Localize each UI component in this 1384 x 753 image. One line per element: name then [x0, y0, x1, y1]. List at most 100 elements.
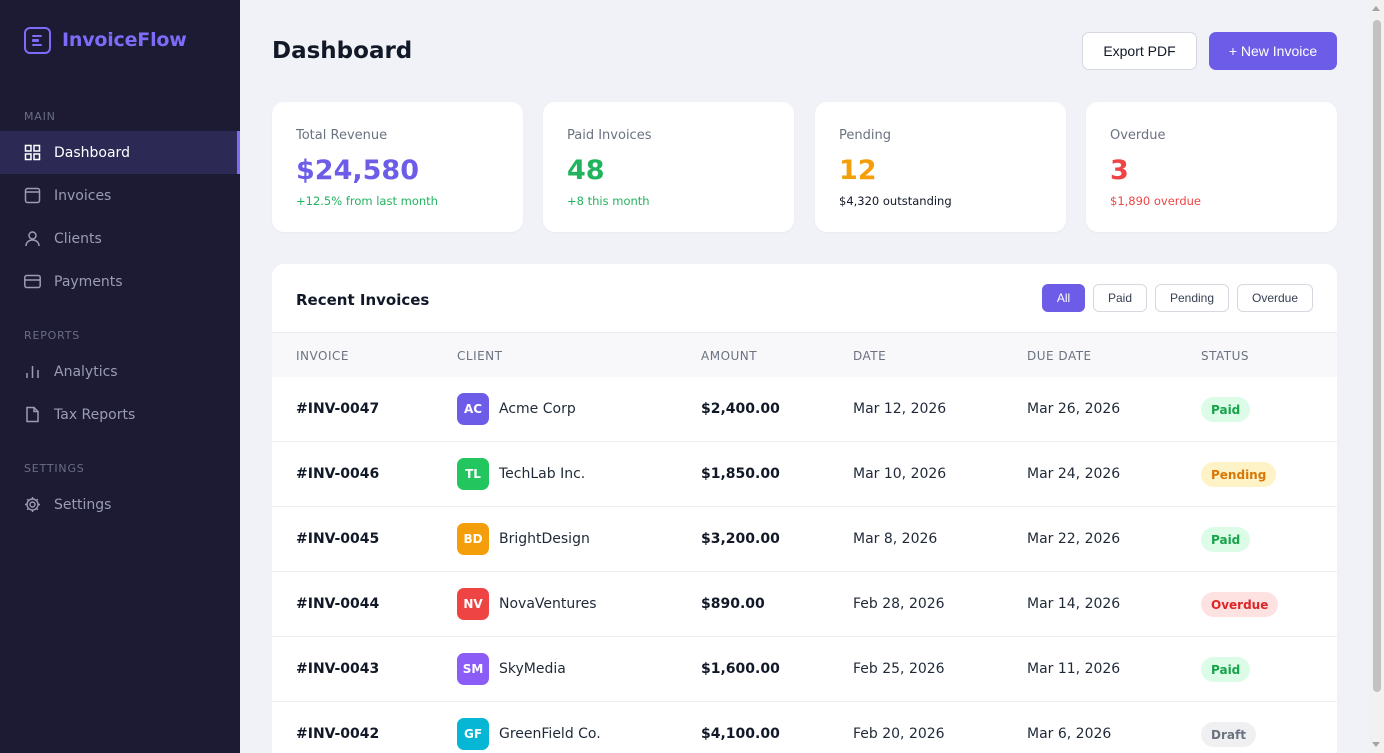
- sidebar-item-analytics[interactable]: Analytics: [0, 350, 240, 393]
- sidebar-item-label: Analytics: [54, 363, 118, 380]
- client-name: SkyMedia: [499, 661, 566, 677]
- client-avatar: GF: [457, 718, 489, 750]
- table-header: INVOICE CLIENT AMOUNT DATE DUE DATE STAT…: [272, 332, 1337, 377]
- table-row[interactable]: #INV-0043 SM SkyMedia $1,600.00 Feb 25, …: [272, 637, 1337, 702]
- invoice-date: Feb 25, 2026: [853, 661, 945, 677]
- filter-pending-button[interactable]: Pending: [1155, 284, 1229, 312]
- stat-subtext: $1,890 overdue: [1110, 194, 1202, 208]
- invoice-date: Mar 8, 2026: [853, 531, 938, 547]
- nav-section-settings: SETTINGS: [24, 462, 85, 475]
- invoice-date: Feb 28, 2026: [853, 596, 945, 612]
- sidebar-item-label: Settings: [54, 496, 112, 513]
- new-invoice-button[interactable]: + New Invoice: [1209, 32, 1337, 70]
- table-row[interactable]: #INV-0046 TL TechLab Inc. $1,850.00 Mar …: [272, 442, 1337, 507]
- stat-value: 3: [1110, 155, 1129, 186]
- sidebar-item-dashboard[interactable]: Dashboard: [0, 131, 240, 174]
- invoice-date: Mar 10, 2026: [853, 466, 947, 482]
- sidebar-item-payments[interactable]: Payments: [0, 260, 240, 303]
- stat-card-overdue: Overdue 3 $1,890 overdue: [1086, 102, 1337, 232]
- export-pdf-button[interactable]: Export PDF: [1082, 32, 1197, 70]
- status-badge: Draft: [1201, 722, 1256, 747]
- table-row[interactable]: #INV-0042 GF GreenField Co. $4,100.00 Fe…: [272, 702, 1337, 753]
- invoice-id[interactable]: #INV-0047: [296, 401, 380, 417]
- status-badge: Paid: [1201, 527, 1251, 552]
- table-row[interactable]: #INV-0047 AC Acme Corp $2,400.00 Mar 12,…: [272, 377, 1337, 442]
- column-header-status[interactable]: STATUS: [1201, 349, 1250, 363]
- invoice-id[interactable]: #INV-0042: [296, 726, 380, 742]
- filter-overdue-button[interactable]: Overdue: [1237, 284, 1313, 312]
- sidebar-item-settings[interactable]: Settings: [0, 483, 240, 526]
- gear-icon: [24, 496, 41, 513]
- client-name: GreenField Co.: [499, 726, 601, 742]
- invoice-id[interactable]: #INV-0043: [296, 661, 380, 677]
- stat-subtext: $4,320 outstanding: [839, 194, 952, 208]
- client-name: NovaVentures: [499, 596, 597, 612]
- stat-card-paid-invoices: Paid Invoices 48 +8 this month: [543, 102, 794, 232]
- column-header-client[interactable]: CLIENT: [457, 349, 503, 363]
- invoice-id[interactable]: #INV-0045: [296, 531, 380, 547]
- table-row[interactable]: #INV-0045 BD BrightDesign $3,200.00 Mar …: [272, 507, 1337, 572]
- invoice-amount: $890.00: [701, 596, 765, 612]
- invoice-id[interactable]: #INV-0046: [296, 466, 380, 482]
- recent-invoices-panel: Recent Invoices All Paid Pending Overdue…: [272, 264, 1337, 753]
- nav-section-main: MAIN: [24, 110, 56, 123]
- invoice-due-date: Mar 6, 2026: [1027, 726, 1112, 742]
- page-scrollbar[interactable]: [1369, 0, 1384, 753]
- column-header-due-date[interactable]: DUE DATE: [1027, 349, 1092, 363]
- column-header-invoice[interactable]: INVOICE: [296, 349, 349, 363]
- user-icon: [24, 230, 41, 247]
- file-icon: [24, 406, 41, 423]
- scroll-down-icon[interactable]: [1372, 742, 1380, 747]
- invoice-due-date: Mar 11, 2026: [1027, 661, 1121, 677]
- invoice-amount: $2,400.00: [701, 401, 780, 417]
- stat-label: Total Revenue: [296, 128, 388, 143]
- stat-label: Overdue: [1110, 128, 1166, 143]
- invoice-due-date: Mar 14, 2026: [1027, 596, 1121, 612]
- stat-card-pending: Pending 12 $4,320 outstanding: [815, 102, 1066, 232]
- table-row[interactable]: #INV-0044 NV NovaVentures $890.00 Feb 28…: [272, 572, 1337, 637]
- invoice-due-date: Mar 24, 2026: [1027, 466, 1121, 482]
- sidebar: InvoiceFlow MAIN Dashboard Invoices Clie…: [0, 0, 240, 753]
- app-name: InvoiceFlow: [62, 29, 187, 51]
- stat-subtext: +8 this month: [567, 194, 650, 208]
- sidebar-item-label: Tax Reports: [54, 406, 136, 423]
- grid-icon: [24, 144, 41, 161]
- document-icon: [24, 187, 41, 204]
- stat-value: 12: [839, 155, 877, 186]
- column-header-amount[interactable]: AMOUNT: [701, 349, 758, 363]
- client-avatar: SM: [457, 653, 489, 685]
- invoice-id[interactable]: #INV-0044: [296, 596, 380, 612]
- bar-chart-icon: [24, 363, 41, 380]
- sidebar-item-label: Dashboard: [54, 144, 130, 161]
- invoice-amount: $4,100.00: [701, 726, 780, 742]
- stat-card-total-revenue: Total Revenue $24,580 +12.5% from last m…: [272, 102, 523, 232]
- panel-title: Recent Invoices: [296, 291, 430, 309]
- invoice-amount: $1,600.00: [701, 661, 780, 677]
- status-badge: Overdue: [1201, 592, 1279, 617]
- invoice-amount: $3,200.00: [701, 531, 780, 547]
- scroll-thumb[interactable]: [1373, 20, 1381, 692]
- sidebar-item-tax-reports[interactable]: Tax Reports: [0, 393, 240, 436]
- invoice-date: Mar 12, 2026: [853, 401, 947, 417]
- brand[interactable]: InvoiceFlow: [24, 26, 187, 54]
- stat-label: Pending: [839, 128, 891, 143]
- client-name: Acme Corp: [499, 401, 576, 417]
- client-avatar: TL: [457, 458, 489, 490]
- sidebar-item-label: Payments: [54, 273, 123, 290]
- column-header-date[interactable]: DATE: [853, 349, 887, 363]
- invoice-date: Feb 20, 2026: [853, 726, 945, 742]
- filter-paid-button[interactable]: Paid: [1093, 284, 1147, 312]
- filter-all-button[interactable]: All: [1042, 284, 1085, 312]
- nav-section-reports: REPORTS: [24, 329, 81, 342]
- sidebar-item-invoices[interactable]: Invoices: [0, 174, 240, 217]
- invoice-due-date: Mar 22, 2026: [1027, 531, 1121, 547]
- stat-value: 48: [567, 155, 605, 186]
- client-avatar: AC: [457, 393, 489, 425]
- stat-label: Paid Invoices: [567, 128, 652, 143]
- sidebar-item-clients[interactable]: Clients: [0, 217, 240, 260]
- scroll-up-icon[interactable]: [1372, 6, 1380, 11]
- credit-card-icon: [24, 273, 41, 290]
- status-badge: Pending: [1201, 462, 1277, 487]
- stat-value: $24,580: [296, 155, 419, 186]
- client-name: BrightDesign: [499, 531, 590, 547]
